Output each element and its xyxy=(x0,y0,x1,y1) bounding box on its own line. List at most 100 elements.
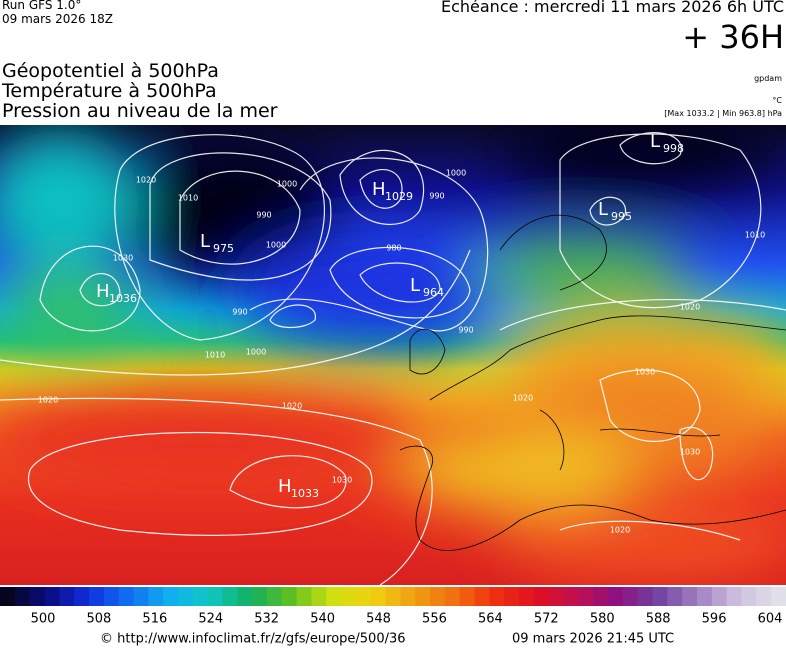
field-label: Géopotentiel à 500hPa xyxy=(2,60,219,82)
colorbar-swatch xyxy=(578,587,594,606)
colorbar-swatch xyxy=(667,587,683,606)
isobar-label: 980 xyxy=(386,244,401,253)
isobar-label: 1020 xyxy=(680,303,700,312)
isobar-label: 990 xyxy=(232,308,247,317)
colorbar-swatch xyxy=(652,587,668,606)
colorbar-swatch xyxy=(192,587,209,606)
isobar-label: 990 xyxy=(429,192,444,201)
colorbar-swatch xyxy=(0,587,16,606)
run-date: 09 mars 2026 18Z xyxy=(2,12,113,26)
colorbar-swatch xyxy=(281,587,298,606)
isobar-label: 1000 xyxy=(446,169,466,178)
colorbar-swatch xyxy=(311,587,327,606)
colorbar-swatch xyxy=(148,587,164,606)
colorbar-swatch xyxy=(682,587,698,606)
colorbar-swatch xyxy=(593,587,609,606)
colorbar-tick-label: 508 xyxy=(87,612,112,627)
isobar-label: 1010 xyxy=(745,231,765,240)
colorbar-tick-label: 500 xyxy=(31,612,56,627)
colorbar-swatch xyxy=(341,587,357,606)
colorbar-swatch xyxy=(444,587,461,606)
colorbar-swatch xyxy=(415,587,431,606)
pressure-center-value: 1029 xyxy=(385,190,413,203)
colorbar-swatch xyxy=(756,587,772,606)
pressure-center-type: L xyxy=(598,199,608,220)
colorbar-tick-label: 532 xyxy=(254,612,279,627)
pressure-center-value: 964 xyxy=(423,286,444,299)
colorbar-tick-label: 516 xyxy=(142,612,167,627)
field-label: Pression au niveau de la mer xyxy=(2,100,278,122)
colorbar-swatch xyxy=(133,587,149,606)
unit-geo: gpdam xyxy=(754,74,782,83)
colorbar-swatch xyxy=(563,587,579,606)
colorbar-swatch xyxy=(252,587,268,606)
pressure-center-type: L xyxy=(650,131,660,152)
isobar-label: 1000 xyxy=(266,241,286,250)
isobar-label: 990 xyxy=(256,211,271,220)
isobar-label: 1020 xyxy=(513,394,533,403)
colorbar-swatch xyxy=(697,587,713,606)
isobar-label: 1020 xyxy=(38,396,58,405)
colorbar-swatch xyxy=(385,587,401,606)
pressure-center-type: H xyxy=(278,476,292,497)
pressure-center-type: L xyxy=(410,275,420,296)
colorbar-swatch xyxy=(88,587,105,606)
colorbar-tick-label: 588 xyxy=(646,612,671,627)
colorbar-swatch xyxy=(741,587,757,606)
isobar-label: 1020 xyxy=(610,526,630,535)
isobar-label: 1020 xyxy=(282,402,302,411)
pressure-center-value: 1033 xyxy=(291,487,319,500)
isobar-label: 1030 xyxy=(113,254,133,263)
colorbar-swatch xyxy=(548,587,565,606)
colorbar-swatch xyxy=(355,587,372,606)
colorbar-tick-label: 524 xyxy=(198,612,223,627)
temperature-field xyxy=(0,125,786,585)
forecast: Echéance : mercredi 11 mars 2026 6h UTC xyxy=(440,0,784,16)
coastlines xyxy=(399,214,786,551)
colorbar-swatch xyxy=(118,587,134,606)
pressure-center-type: H xyxy=(96,281,110,302)
isobar-label: 1020 xyxy=(136,176,156,185)
colorbar-swatch xyxy=(74,587,90,606)
footer-timestamp: 09 mars 2026 21:45 UTC xyxy=(512,632,674,647)
colorbar-swatch xyxy=(163,587,179,606)
colorbar-swatch xyxy=(370,587,387,606)
pressure-range: [Max 1033.2 | Min 963.8] hPa xyxy=(664,109,782,118)
lead-time: + 36H xyxy=(682,18,784,56)
colorbar-swatch xyxy=(326,587,342,606)
footer-url: © http://www.infoclimat.fr/z/gfs/europe/… xyxy=(100,632,406,647)
colorbar-swatch xyxy=(44,587,60,606)
colorbar-swatch xyxy=(29,587,45,606)
colorbar xyxy=(0,587,786,606)
colorbar-tick-label: 564 xyxy=(478,612,503,627)
pressure-center-value: 1036 xyxy=(109,292,137,305)
colorbar-swatch xyxy=(771,587,786,606)
isobars xyxy=(0,132,786,585)
colorbar-swatch xyxy=(637,587,654,606)
colorbar-swatch xyxy=(237,587,253,606)
isobar-label: 1000 xyxy=(277,180,297,189)
colorbar-swatch xyxy=(207,587,223,606)
pressure-center-value: 995 xyxy=(611,210,632,223)
colorbar-swatch xyxy=(103,587,120,606)
colorbar-swatch xyxy=(726,587,743,606)
colorbar-swatch xyxy=(711,587,728,606)
colorbar-swatch xyxy=(430,587,446,606)
colorbar-tick-label: 580 xyxy=(590,612,615,627)
colorbar-swatch xyxy=(59,587,75,606)
colorbar-swatch xyxy=(177,587,194,606)
colorbar-tick-label: 596 xyxy=(702,612,727,627)
colorbar-swatch xyxy=(296,587,312,606)
colorbar-tick-label: 572 xyxy=(534,612,559,627)
colorbar-swatch xyxy=(489,587,505,606)
colorbar-tick-label: 556 xyxy=(422,612,447,627)
colorbar-swatch xyxy=(266,587,283,606)
colorbar-swatch xyxy=(622,587,639,606)
colorbar-swatch xyxy=(504,587,520,606)
isobar-label: 1010 xyxy=(205,351,225,360)
pressure-center-value: 998 xyxy=(663,142,684,155)
unit-temp: °C xyxy=(772,96,782,105)
colorbar-swatch xyxy=(533,587,550,606)
